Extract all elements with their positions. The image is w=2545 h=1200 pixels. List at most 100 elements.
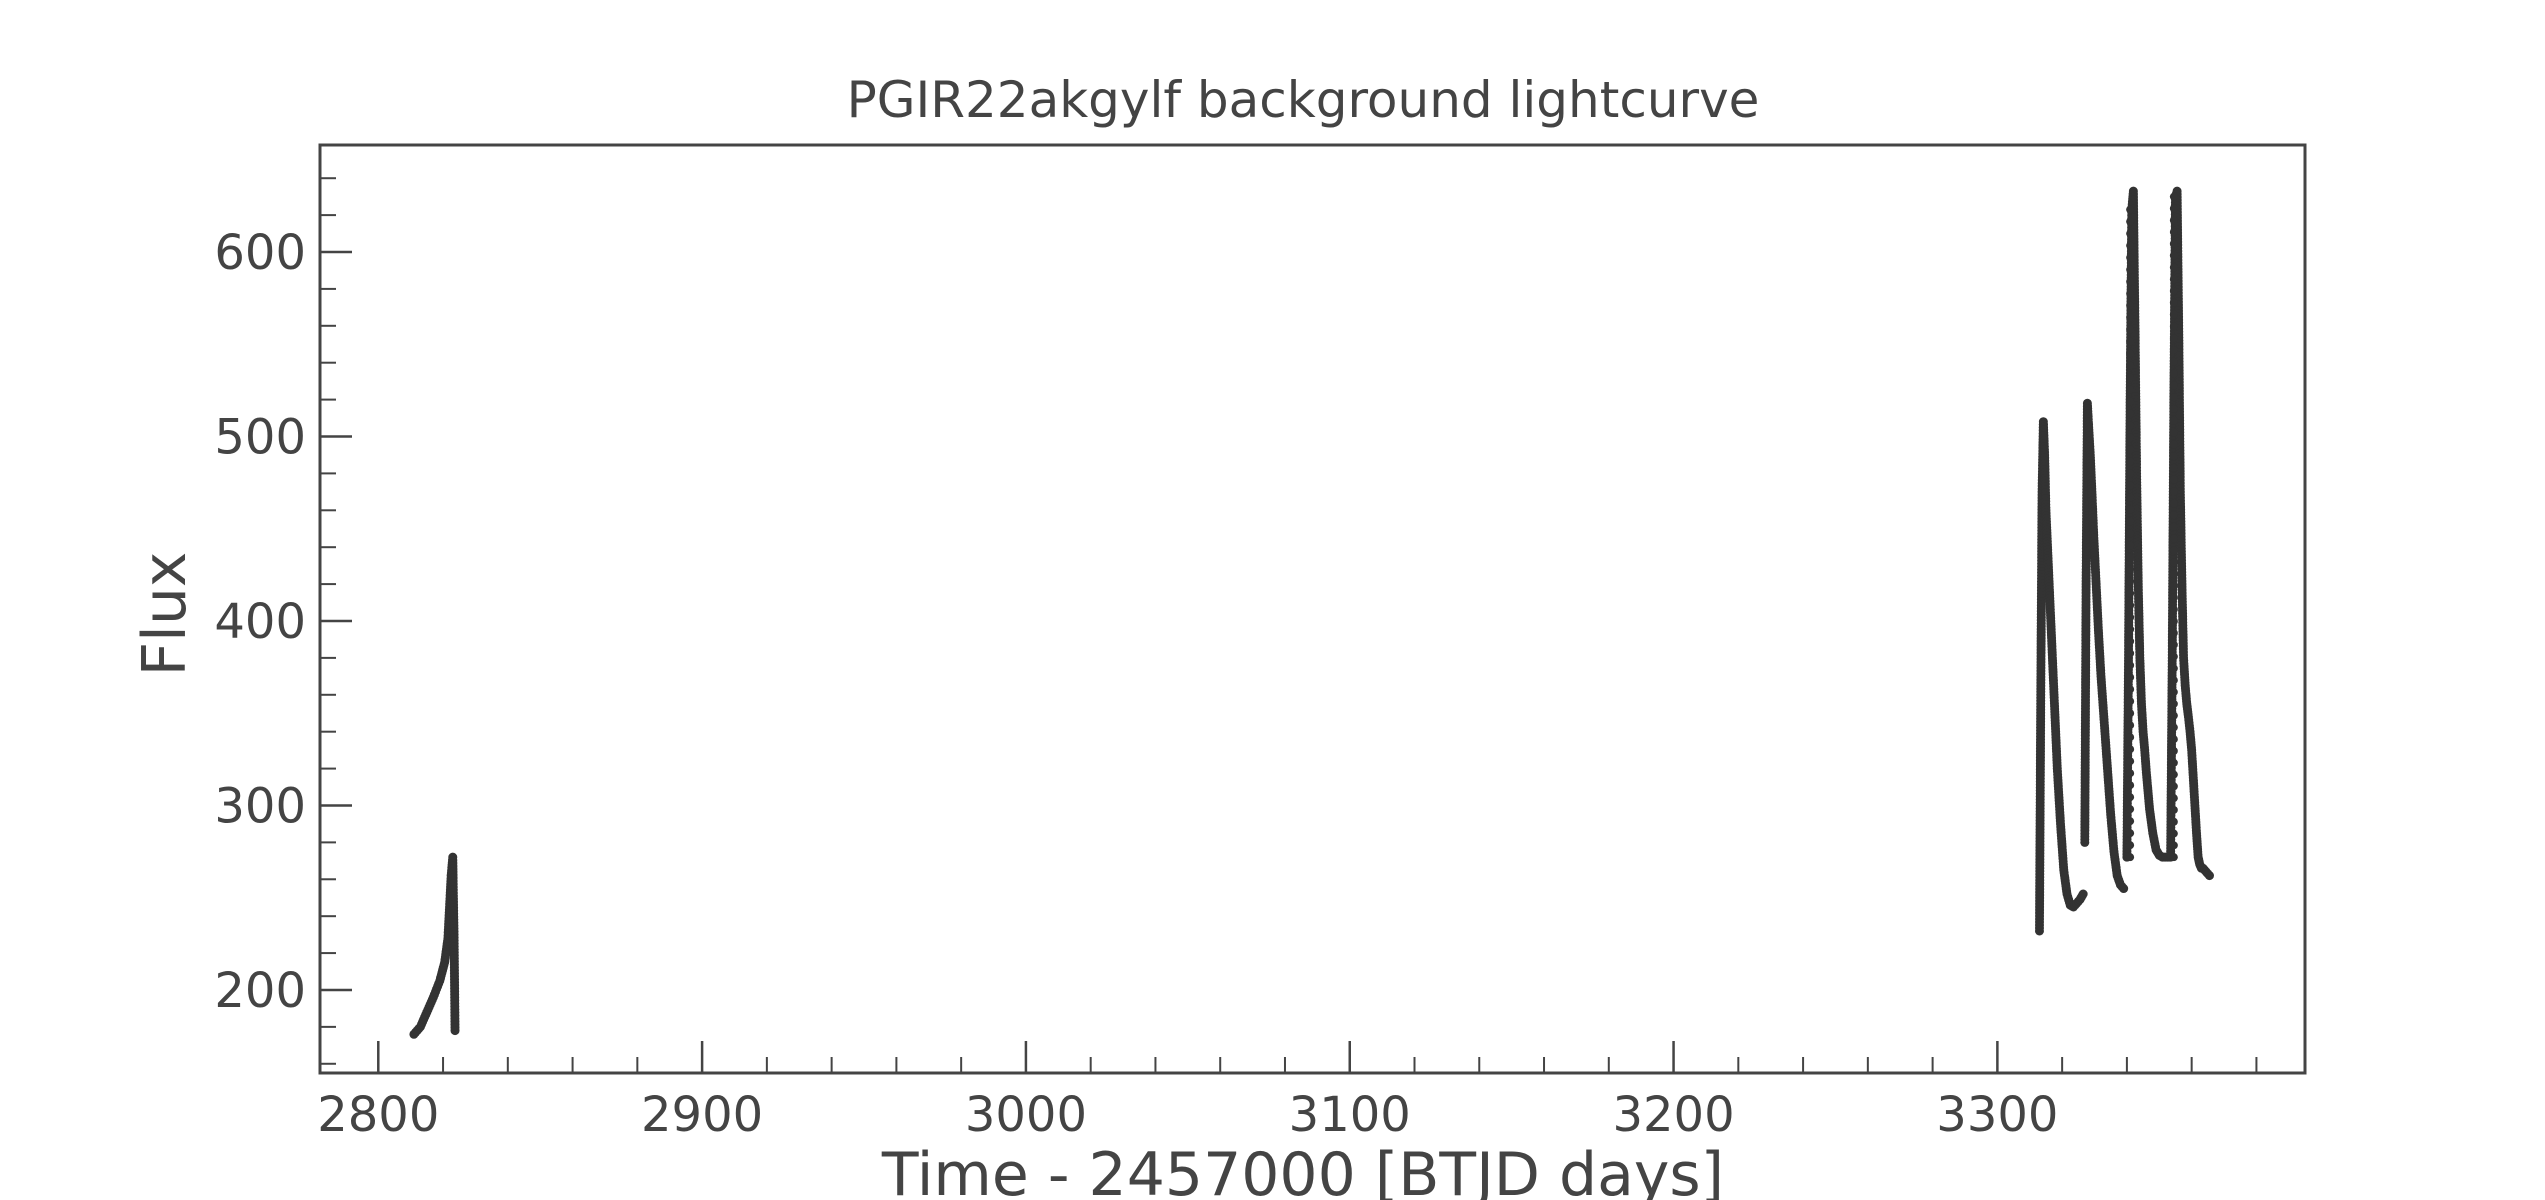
data-point	[2169, 263, 2178, 272]
data-point	[2126, 253, 2135, 262]
data-point	[2169, 534, 2178, 543]
data-points	[409, 186, 2214, 1039]
data-point	[2126, 685, 2135, 694]
data-point	[2126, 793, 2135, 802]
data-point	[2126, 445, 2135, 454]
data-point	[2126, 313, 2135, 322]
data-point	[2169, 546, 2178, 555]
y-tick-label: 400	[214, 594, 306, 650]
data-point	[450, 1026, 460, 1036]
data-point	[2169, 322, 2178, 331]
data-point	[2169, 617, 2178, 626]
data-point	[2169, 357, 2178, 366]
data-point	[2126, 241, 2135, 250]
data-point	[2169, 570, 2178, 579]
data-point	[2126, 721, 2135, 730]
data-point	[2126, 421, 2135, 430]
y-axis-title: Flux	[130, 552, 200, 677]
data-point	[2126, 373, 2135, 382]
data-point	[2169, 746, 2178, 755]
data-point	[2169, 216, 2178, 225]
data-point	[2126, 229, 2135, 238]
data-point	[2126, 841, 2135, 850]
data-point	[2169, 593, 2178, 602]
data-point	[2126, 481, 2135, 490]
data-point	[2169, 805, 2178, 814]
data-point	[2169, 393, 2178, 402]
data-point	[2169, 310, 2178, 319]
data-point	[2169, 605, 2178, 614]
data-point	[2126, 265, 2135, 274]
data-point	[2169, 770, 2178, 779]
data-point	[2126, 601, 2135, 610]
data-point	[2119, 884, 2129, 894]
data-point	[2126, 457, 2135, 466]
data-point	[2126, 589, 2135, 598]
data-point	[2169, 782, 2178, 791]
data-point	[2169, 228, 2178, 237]
data-point	[2126, 553, 2135, 562]
data-point	[2169, 251, 2178, 260]
data-point	[2126, 613, 2135, 622]
data-point	[2126, 637, 2135, 646]
data-point	[2169, 204, 2178, 213]
chart-title: PGIR22akgylf background lightcurve	[847, 71, 1760, 129]
data-point	[2126, 289, 2135, 298]
data-point	[2126, 469, 2135, 478]
data-point	[2126, 817, 2135, 826]
data-point	[2169, 487, 2178, 496]
data-point	[2169, 275, 2178, 284]
data-point	[2169, 676, 2178, 685]
data-point	[2126, 217, 2135, 226]
data-point	[2169, 334, 2178, 343]
data-point	[2078, 889, 2088, 899]
data-point	[2169, 298, 2178, 307]
data-point	[2169, 841, 2178, 850]
data-point	[2126, 709, 2135, 718]
plot-frame	[318, 143, 2307, 1075]
data-point	[2169, 428, 2178, 437]
y-axis-ticks: 200 300 400 500 600	[214, 225, 352, 1019]
data-point	[2126, 529, 2135, 538]
data-point	[2169, 416, 2178, 425]
data-point	[2169, 688, 2178, 697]
data-point	[2126, 697, 2135, 706]
x-tick-label: 3000	[965, 1087, 1087, 1143]
data-point	[2126, 733, 2135, 742]
y-tick-label: 300	[214, 778, 306, 834]
data-point	[2169, 192, 2178, 201]
data-point	[2126, 301, 2135, 310]
data-point	[2126, 397, 2135, 406]
data-point	[2126, 805, 2135, 814]
data-point	[2169, 723, 2178, 732]
data-point	[2169, 758, 2178, 767]
data-point	[2126, 277, 2135, 286]
data-point	[2169, 287, 2178, 296]
data-point	[2169, 794, 2178, 803]
data-point	[2126, 517, 2135, 526]
data-point	[2169, 817, 2178, 826]
data-point	[2169, 829, 2178, 838]
data-point	[2126, 661, 2135, 670]
data-point	[2204, 871, 2214, 881]
data-point	[2126, 541, 2135, 550]
data-point	[2126, 829, 2135, 838]
data-point	[2126, 625, 2135, 634]
data-point	[2126, 565, 2135, 574]
data-point	[2169, 475, 2178, 484]
data-point	[2169, 853, 2178, 862]
data-point	[2169, 629, 2178, 638]
data-point	[2126, 385, 2135, 394]
data-point	[2126, 205, 2135, 214]
data-point	[2169, 511, 2178, 520]
data-point	[2126, 505, 2135, 514]
x-axis-ticks: 2800 2900 3000 3100 3200 3300	[317, 1041, 2058, 1143]
x-tick-label: 3300	[1936, 1087, 2058, 1143]
y-tick-label: 500	[214, 409, 306, 465]
data-point	[2126, 349, 2135, 358]
data-point	[2169, 239, 2178, 248]
data-point	[2169, 440, 2178, 449]
data-point	[2169, 735, 2178, 744]
data-point	[2169, 381, 2178, 390]
data-point	[2169, 463, 2178, 472]
